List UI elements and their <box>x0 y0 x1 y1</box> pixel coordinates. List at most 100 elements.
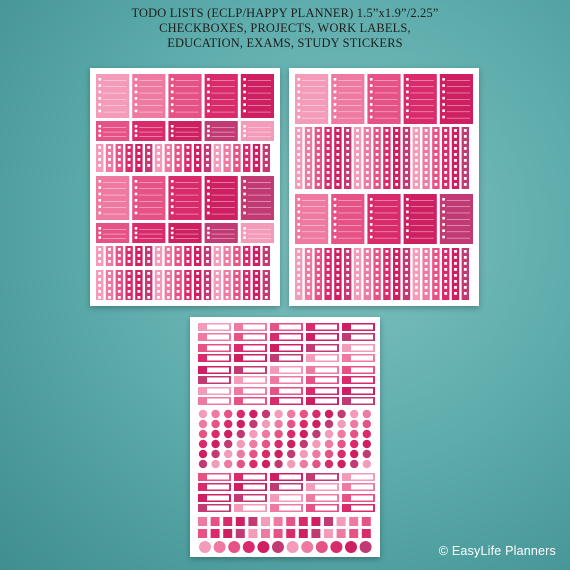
study-label-sticker <box>198 494 231 502</box>
todo-list-sticker <box>168 121 202 141</box>
icon-circle-sticker <box>198 429 208 439</box>
checkbox-strip-sticker <box>262 246 270 266</box>
todo-list-sticker <box>168 223 202 243</box>
icon-circle-sticker <box>274 409 283 419</box>
flag-icon-sticker <box>324 517 333 526</box>
todo-list-sticker <box>204 74 238 118</box>
checkbox-strip-sticker <box>135 144 143 172</box>
checkbox-strip-sticker <box>145 270 153 300</box>
flag-icon-sticker <box>273 529 283 538</box>
round-icon-sticker <box>330 541 343 553</box>
icon-circle-sticker <box>312 439 321 449</box>
icon-circle-sticker <box>362 449 371 459</box>
study-label-sticker <box>198 504 231 512</box>
checkbox-strip-sticker <box>164 246 172 266</box>
icon-circle-sticker <box>312 409 321 419</box>
flag-icon-sticker <box>298 517 308 526</box>
round-icon-sticker <box>257 541 270 553</box>
icon-circle-sticker <box>198 439 208 449</box>
flag-icon-sticker <box>223 529 233 538</box>
icon-circle-sticker <box>350 429 359 439</box>
checkbox-strip-sticker <box>383 127 391 189</box>
work-label-sticker <box>306 333 339 341</box>
icon-circle-sticker <box>287 429 296 439</box>
copyright-text: © EasyLife Planners <box>438 544 556 558</box>
checkbox-strip-sticker <box>213 270 221 300</box>
checkbox-strip-sticker <box>412 248 420 300</box>
study-label-sticker <box>306 504 339 512</box>
sticker-sheet-2-art <box>295 74 473 300</box>
flag-icon-sticker <box>235 517 245 526</box>
work-label-sticker <box>270 344 303 352</box>
todo-list-sticker <box>204 121 238 141</box>
icon-circle-sticker <box>236 429 245 439</box>
icon-circle-sticker <box>324 459 334 469</box>
flag-icon-sticker <box>210 517 220 526</box>
todo-list-sticker <box>132 121 166 141</box>
checkbox-strip-sticker <box>223 270 231 300</box>
icon-circle-sticker <box>274 459 283 469</box>
work-label-sticker <box>306 366 339 374</box>
work-label-sticker <box>198 387 231 395</box>
study-label-sticker <box>270 473 303 481</box>
icon-circle-sticker <box>274 429 283 439</box>
checkbox-strip-sticker <box>223 246 231 266</box>
icon-circle-sticker <box>299 409 308 419</box>
icon-circle-sticker <box>287 419 296 429</box>
work-label-sticker <box>234 344 267 352</box>
title-line-3: EDUCATION, EXAMS, STUDY STICKERS <box>167 36 403 50</box>
todo-list-sticker <box>96 74 130 118</box>
checkbox-strip-sticker <box>461 248 469 300</box>
icon-circle-sticker <box>324 439 334 449</box>
icon-circle-sticker <box>236 419 245 429</box>
checkbox-strip-sticker <box>451 127 460 189</box>
flag-icon-sticker <box>311 529 321 538</box>
checkbox-strip-sticker <box>184 270 192 300</box>
checkbox-strip-sticker <box>213 144 221 172</box>
icon-circle-sticker <box>274 439 283 449</box>
study-label-sticker <box>270 504 303 512</box>
study-label-sticker <box>198 473 231 481</box>
flag-icon-sticker <box>198 529 207 538</box>
icon-circle-sticker <box>249 439 258 449</box>
icon-circle-sticker <box>198 449 208 459</box>
checkbox-strip-sticker <box>125 246 133 266</box>
work-label-sticker <box>306 397 339 405</box>
checkbox-strip-sticker <box>383 248 391 300</box>
icon-circle-sticker <box>350 449 359 459</box>
product-title: TODO LISTS (ECLP/HAPPY PLANNER) 1.5”x1.9… <box>0 6 570 51</box>
todo-list-sticker <box>240 74 274 118</box>
icon-circle-sticker <box>198 409 208 419</box>
checkbox-strip-sticker <box>432 248 440 300</box>
icon-circle-sticker <box>337 459 346 469</box>
checkbox-strip-sticker <box>115 144 123 172</box>
round-icon-sticker <box>228 541 241 553</box>
title-line-2: CHECKBOXES, PROJECTS, WORK LABELS, <box>159 21 411 35</box>
checkbox-strip-sticker <box>194 246 202 266</box>
checkbox-strip-sticker <box>402 248 411 300</box>
icon-circle-sticker <box>324 409 334 419</box>
checkbox-strip-sticker <box>432 127 440 189</box>
sticker-sheet-1-art <box>96 74 274 300</box>
icon-circle-sticker <box>299 449 308 459</box>
todo-list-sticker <box>132 176 166 220</box>
checkbox-strip-sticker <box>174 270 182 300</box>
icon-circle-sticker <box>312 429 321 439</box>
icon-circle-sticker <box>337 449 346 459</box>
icon-circle-sticker <box>324 449 334 459</box>
icon-circle-sticker <box>362 409 371 419</box>
round-icon-sticker <box>359 541 372 553</box>
work-label-sticker <box>198 344 231 352</box>
flag-icon-sticker <box>349 529 359 538</box>
round-icon-sticker <box>315 541 328 553</box>
checkbox-strip-sticker <box>324 248 332 300</box>
icon-circle-sticker <box>224 449 233 459</box>
round-icon-sticker <box>272 541 284 553</box>
checkbox-strip-sticker <box>252 246 261 266</box>
icon-circle-sticker <box>236 449 245 459</box>
icon-circle-sticker <box>224 459 233 469</box>
study-label-sticker <box>234 473 267 481</box>
icon-circle-sticker <box>224 409 233 419</box>
study-label-sticker <box>306 483 339 491</box>
todo-list-sticker <box>96 223 130 243</box>
